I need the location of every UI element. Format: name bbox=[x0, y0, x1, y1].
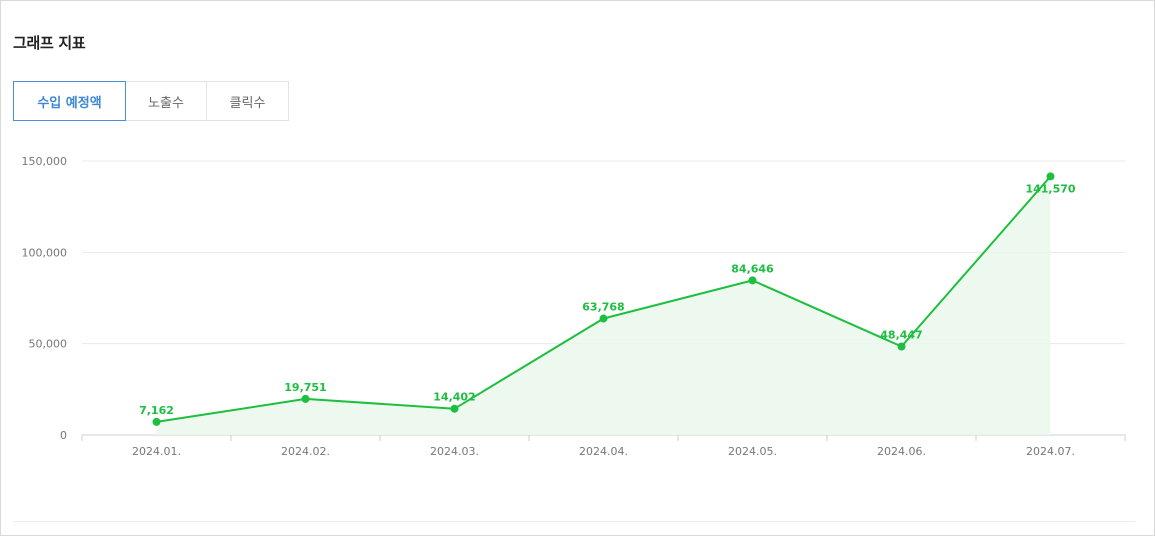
x-tick-label: 2024.06. bbox=[877, 445, 926, 458]
tab-impressions[interactable]: 노출수 bbox=[126, 81, 207, 121]
data-point bbox=[301, 394, 310, 403]
x-tick-label: 2024.05. bbox=[728, 445, 777, 458]
x-tick-label: 2024.04. bbox=[579, 445, 628, 458]
data-label: 63,768 bbox=[582, 301, 624, 314]
area-fill bbox=[156, 176, 1051, 435]
x-tick-label: 2024.02. bbox=[281, 445, 330, 458]
divider bbox=[13, 521, 1135, 522]
line-chart: 0 50,000 100,000 150,000 2024.01. 2024.02. 202… bbox=[22, 155, 1126, 458]
page-title: 그래프 지표 bbox=[13, 34, 86, 52]
tab-revenue[interactable]: 수입 예정액 bbox=[13, 81, 126, 121]
data-label: 14,402 bbox=[433, 391, 475, 404]
data-point bbox=[748, 276, 757, 285]
data-label: 84,646 bbox=[731, 262, 774, 275]
data-point bbox=[599, 314, 608, 323]
tab-clicks[interactable]: 클릭수 bbox=[207, 81, 289, 121]
y-tick-label: 100,000 bbox=[22, 246, 68, 259]
x-tick-label: 2024.07. bbox=[1026, 445, 1075, 458]
y-tick-label: 150,000 bbox=[22, 155, 68, 168]
data-label: 141,570 bbox=[1025, 182, 1075, 195]
data-label: 19,751 bbox=[284, 381, 326, 394]
data-point bbox=[1046, 172, 1055, 181]
metric-tabs: 수입 예정액 노출수 클릭수 bbox=[13, 81, 289, 121]
y-tick-label: 50,000 bbox=[29, 338, 68, 351]
data-label: 7,162 bbox=[139, 404, 174, 417]
y-tick-label: 0 bbox=[60, 429, 67, 442]
x-tick-label: 2024.01. bbox=[132, 445, 181, 458]
data-point bbox=[152, 417, 161, 426]
x-tick-label: 2024.03. bbox=[430, 445, 479, 458]
data-point bbox=[897, 342, 906, 351]
data-label: 48,447 bbox=[880, 329, 922, 342]
data-point bbox=[450, 404, 459, 413]
